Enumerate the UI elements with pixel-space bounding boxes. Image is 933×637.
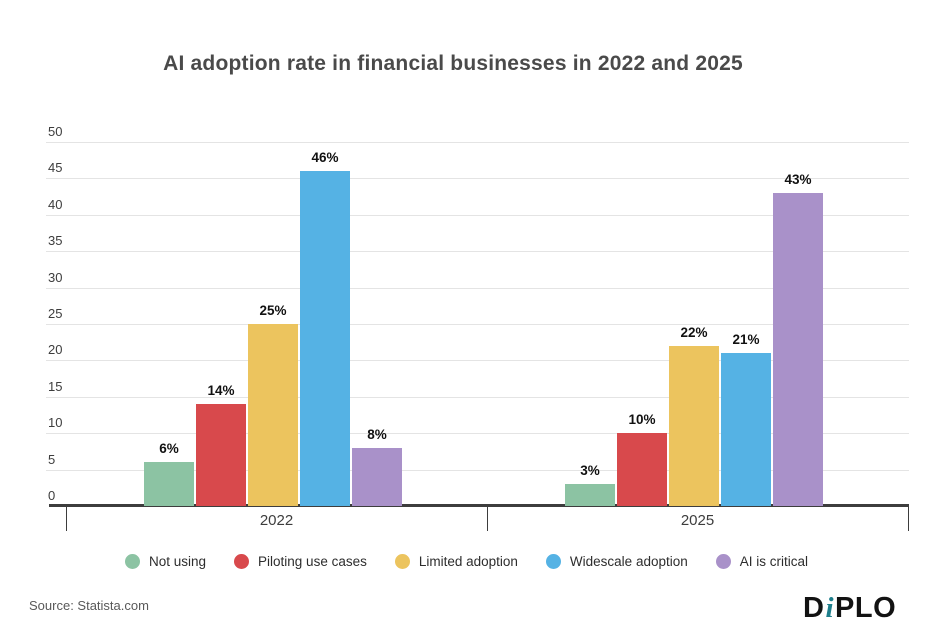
x-axis-tick xyxy=(487,506,488,531)
diplo-logo: DiPLO xyxy=(803,592,896,625)
legend-label: Not using xyxy=(148,554,207,569)
legend-item-piloting-use-cases: Piloting use cases xyxy=(234,554,367,569)
logo-letter-d: D xyxy=(803,592,825,624)
logo-letter-i: i xyxy=(825,592,835,624)
bar-2025-not-using xyxy=(565,484,615,506)
y-axis-tick-label: 35 xyxy=(48,233,63,248)
x-axis-tick xyxy=(66,506,67,531)
legend-item-not-using: Not using xyxy=(124,554,207,569)
bar-2025-widescale-adoption xyxy=(721,353,771,506)
category-label-2025: 2025 xyxy=(680,512,715,529)
gridline-35 xyxy=(46,251,909,252)
bar-2022-limited-adoption xyxy=(248,324,298,506)
logo-letters-plo: PLO xyxy=(835,592,897,624)
legend-swatch-icon xyxy=(234,554,250,569)
bar-value-label: 8% xyxy=(367,427,387,442)
y-axis-tick-label: 20 xyxy=(48,342,63,357)
legend-label: Limited adoption xyxy=(418,554,518,569)
bar-value-label: 21% xyxy=(732,332,760,347)
legend: Not using Piloting use cases Limited adopt… xyxy=(0,554,933,569)
gridline-30 xyxy=(46,288,909,289)
y-axis-tick-label: 50 xyxy=(48,124,63,139)
bar-value-label: 22% xyxy=(680,325,708,340)
bar-value-label: 10% xyxy=(628,412,656,427)
bar-2022-ai-is-critical xyxy=(352,448,402,506)
bar-2025-ai-is-critical xyxy=(773,193,823,506)
bar-2022-not-using xyxy=(144,462,194,506)
x-axis-tick xyxy=(908,506,909,531)
source-attribution: Source: Statista.com xyxy=(29,598,149,613)
legend-label: AI is critical xyxy=(739,554,809,569)
bar-2025-limited-adoption xyxy=(669,346,719,506)
y-axis-tick-label: 25 xyxy=(48,306,63,321)
legend-label: Piloting use cases xyxy=(258,554,367,569)
bar-value-label: 14% xyxy=(207,383,235,398)
y-axis-tick-label: 10 xyxy=(48,415,63,430)
chart-title: AI adoption rate in financial businesses… xyxy=(163,52,743,75)
legend-item-limited-adoption: Limited adoption xyxy=(394,554,518,569)
legend-item-widescale-adoption: Widescale adoption xyxy=(545,554,688,569)
gridline-20 xyxy=(46,360,909,361)
gridline-10 xyxy=(46,433,909,434)
bar-value-label: 25% xyxy=(259,303,287,318)
y-axis-tick-label: 0 xyxy=(48,488,56,503)
bar-value-label: 6% xyxy=(159,441,179,456)
y-axis-tick-label: 30 xyxy=(48,270,63,285)
legend-item-ai-is-critical: AI is critical xyxy=(715,554,809,569)
bar-value-label: 3% xyxy=(580,463,600,478)
gridline-50 xyxy=(46,142,909,143)
legend-label: Widescale adoption xyxy=(569,554,688,569)
y-axis-tick-label: 5 xyxy=(48,452,56,467)
legend-swatch-icon xyxy=(545,554,561,569)
bar-2022-widescale-adoption xyxy=(300,171,350,506)
gridline-25 xyxy=(46,324,909,325)
gridline-5 xyxy=(46,470,909,471)
bar-2022-piloting-use-cases xyxy=(196,404,246,506)
bar-value-label: 43% xyxy=(784,172,812,187)
bar-2025-piloting-use-cases xyxy=(617,433,667,506)
y-axis-tick-label: 15 xyxy=(48,379,63,394)
gridline-45 xyxy=(46,178,909,179)
gridline-15 xyxy=(46,397,909,398)
gridline-40 xyxy=(46,215,909,216)
bar-value-label: 46% xyxy=(311,150,339,165)
category-label-2022: 2022 xyxy=(259,512,294,529)
y-axis-tick-label: 40 xyxy=(48,197,63,212)
legend-swatch-icon xyxy=(394,554,410,569)
y-axis-tick-label: 45 xyxy=(48,160,63,175)
legend-swatch-icon xyxy=(715,554,731,569)
legend-swatch-icon xyxy=(124,554,140,569)
x-axis-line xyxy=(49,504,909,507)
